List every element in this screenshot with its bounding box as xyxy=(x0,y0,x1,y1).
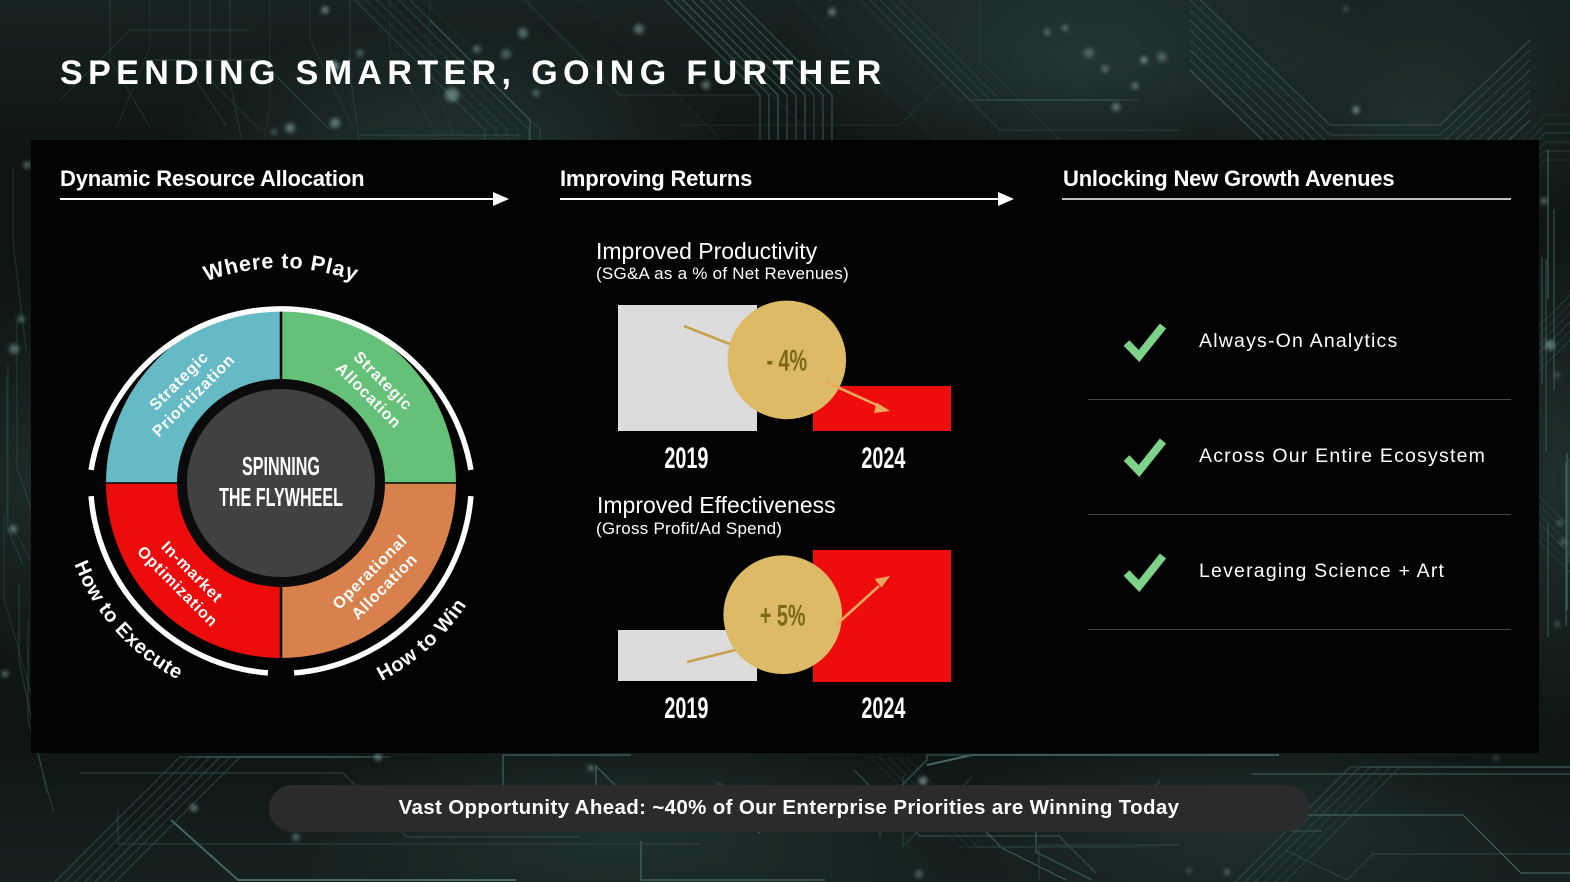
svg-text:Where to Play: Where to Play xyxy=(200,249,361,286)
svg-text:THE FLYWHEEL: THE FLYWHEEL xyxy=(219,482,343,512)
svg-text:SPINNING: SPINNING xyxy=(242,451,320,481)
svg-text:+ 5%: + 5% xyxy=(760,599,806,632)
svg-text:- 4%: - 4% xyxy=(766,345,807,378)
